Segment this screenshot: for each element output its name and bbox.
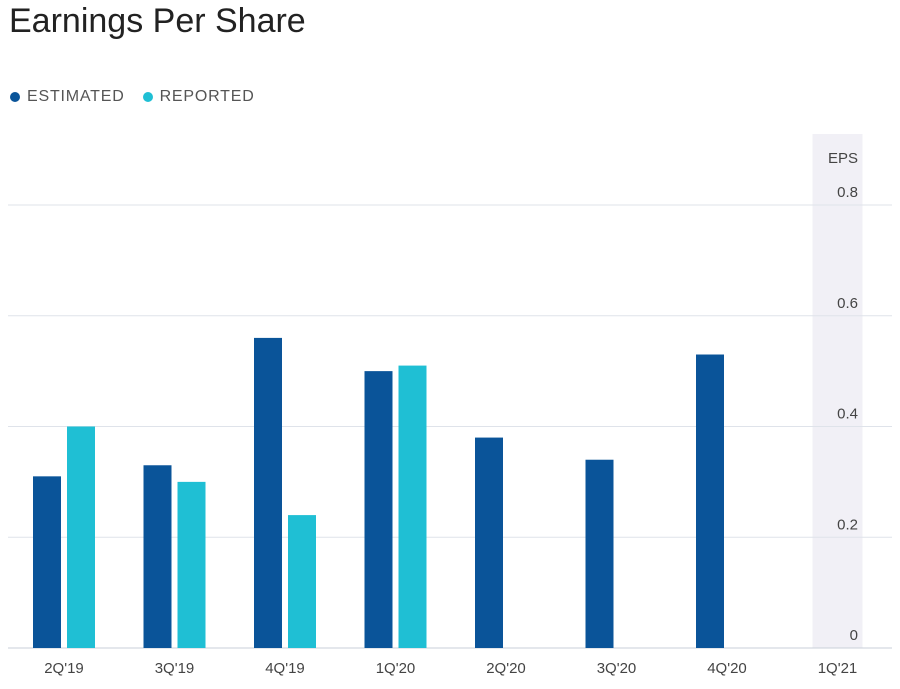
legend-label-reported: REPORTED bbox=[159, 88, 255, 105]
x-tick-label: 1Q'20 bbox=[376, 660, 416, 677]
legend-label-estimated: ESTIMATED bbox=[27, 88, 125, 105]
legend-swatch-estimated bbox=[10, 92, 20, 102]
y-axis-label: EPS bbox=[828, 150, 858, 167]
chart-legend: ESTIMATED REPORTED bbox=[10, 88, 255, 106]
bar-estimated-2[interactable] bbox=[254, 337, 282, 648]
bar-estimated-3[interactable] bbox=[364, 371, 393, 648]
bar-reported-3[interactable] bbox=[398, 365, 427, 648]
x-tick-label: 3Q'20 bbox=[597, 660, 637, 677]
x-tick-label: 4Q'19 bbox=[265, 660, 305, 677]
x-tick-label: 3Q'19 bbox=[155, 660, 195, 677]
y-axis-ticks: 0 0.2 0.4 0.6 0.8 bbox=[837, 184, 858, 644]
x-tick-label: 1Q'21 bbox=[818, 660, 858, 677]
bar-reported-2[interactable] bbox=[288, 515, 316, 648]
bar-estimated-4[interactable] bbox=[475, 437, 503, 648]
y-tick-label: 0.4 bbox=[837, 406, 858, 423]
x-tick-label: 4Q'20 bbox=[707, 660, 747, 677]
bar-estimated-5[interactable] bbox=[585, 459, 614, 648]
future-quarter-highlight bbox=[812, 134, 863, 648]
bar-estimated-1[interactable] bbox=[143, 465, 172, 648]
bar-estimated-0[interactable] bbox=[33, 476, 61, 648]
y-tick-label: 0.6 bbox=[837, 295, 858, 312]
bar-estimated-6[interactable] bbox=[696, 354, 724, 648]
gridlines bbox=[8, 204, 892, 649]
bar-reported-0[interactable] bbox=[67, 426, 95, 649]
legend-swatch-reported bbox=[142, 92, 153, 102]
legend-item-reported[interactable]: REPORTED bbox=[142, 88, 255, 106]
bar-reported-1[interactable] bbox=[177, 481, 206, 648]
y-tick-label: 0.2 bbox=[837, 516, 858, 533]
y-tick-label: 0.8 bbox=[837, 184, 858, 201]
bars bbox=[33, 337, 724, 649]
x-tick-label: 2Q'19 bbox=[44, 660, 84, 677]
chart-title: Earnings Per Share bbox=[9, 2, 306, 40]
y-tick-label: 0 bbox=[850, 627, 858, 644]
x-tick-label: 2Q'20 bbox=[486, 660, 526, 677]
x-axis-ticks: 2Q'19 3Q'19 4Q'19 1Q'20 2Q'20 3Q'20 4Q'20 1Q'21 bbox=[44, 660, 857, 677]
legend-item-estimated[interactable]: ESTIMATED bbox=[10, 88, 125, 106]
